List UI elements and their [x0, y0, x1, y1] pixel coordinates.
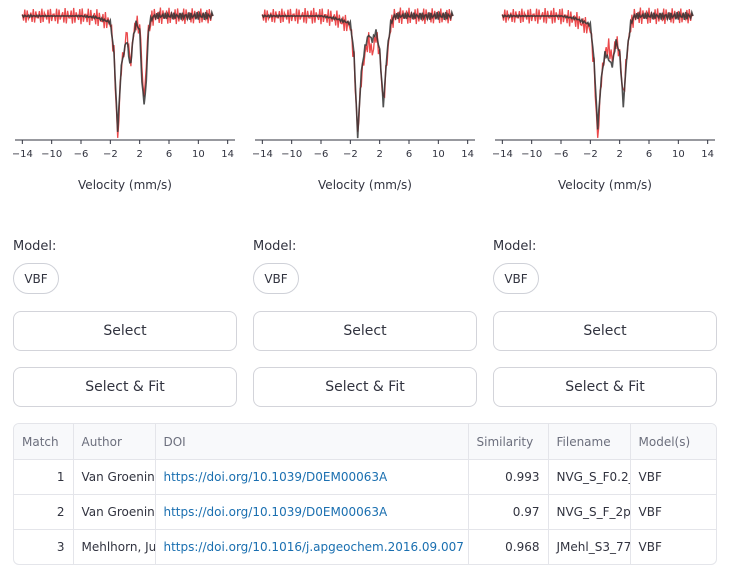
- series-line-black: [261, 9, 454, 139]
- model-pill-vbf[interactable]: VBF: [253, 263, 299, 294]
- model-label: Model:: [253, 239, 297, 254]
- x-tick-label: 10: [192, 149, 205, 160]
- cell-author: Van Groening: [73, 459, 156, 495]
- x-tick-label: −6: [314, 149, 329, 160]
- x-tick-label: 10: [432, 149, 445, 160]
- x-tick-label: −14: [253, 149, 273, 160]
- column-header-models[interactable]: Model(s): [630, 424, 716, 460]
- column-header-similarity[interactable]: Similarity: [468, 424, 549, 460]
- x-tick-label: 2: [616, 149, 622, 160]
- cell-doi: https://doi.org/10.1039/D0EM00063A: [155, 494, 469, 530]
- chart-svg: −14 −10 −6 −2 2 6 10 14 Velocity (mm/s): [253, 7, 475, 192]
- model-pill-vbf[interactable]: VBF: [13, 263, 59, 294]
- cell-models: VBF: [638, 540, 662, 554]
- select-and-fit-button[interactable]: Select & Fit: [493, 367, 717, 407]
- select-and-fit-button[interactable]: Select & Fit: [253, 367, 477, 407]
- x-tick-label: 2: [376, 149, 382, 160]
- doi-link[interactable]: https://doi.org/10.1039/D0EM00063A: [163, 505, 388, 519]
- series-line-black: [501, 9, 694, 130]
- model-label: Model:: [13, 239, 57, 254]
- cell-author: Mehlhorn, Ju: [73, 529, 156, 564]
- table-row[interactable]: 3 Mehlhorn, Ju https://doi.org/10.1016/j…: [14, 529, 716, 564]
- x-axis-label: Velocity (mm/s): [318, 178, 412, 192]
- x-tick-label: 6: [166, 149, 172, 160]
- x-tick-label: 10: [672, 149, 685, 160]
- cell-match: 1: [14, 459, 74, 495]
- x-tick-label: 6: [406, 149, 412, 160]
- results-grid: Match Author DOI Similarity Filename Mod…: [14, 424, 716, 564]
- column-header-doi[interactable]: DOI: [155, 424, 469, 460]
- results-table[interactable]: Match Author DOI Similarity Filename Mod…: [13, 423, 717, 565]
- x-axis-label: Velocity (mm/s): [558, 178, 652, 192]
- select-button[interactable]: Select: [493, 311, 717, 351]
- series-line-black: [21, 9, 214, 132]
- x-tick-label: −6: [74, 149, 89, 160]
- chart-svg: −14 −10 −6 −2 2 6 10 14 Velocity (mm/s): [13, 7, 235, 192]
- doi-link[interactable]: https://doi.org/10.1016/j.apgeochem.2016…: [163, 540, 464, 554]
- model-pill-vbf[interactable]: VBF: [493, 263, 539, 294]
- mossbauer-chart-2: −14 −10 −6 −2 2 6 10 14 Velocity (mm/s): [253, 0, 477, 200]
- cell-doi: https://doi.org/10.1016/j.apgeochem.2016…: [155, 529, 469, 564]
- cell-models: VBF: [630, 459, 716, 495]
- select-button[interactable]: Select: [253, 311, 477, 351]
- x-tick-label: −14: [13, 149, 33, 160]
- x-tick-label: −14: [493, 149, 513, 160]
- x-tick-label: 14: [221, 149, 234, 160]
- select-and-fit-button[interactable]: Select & Fit: [13, 367, 237, 407]
- model-label: Model:: [493, 239, 537, 254]
- chart-svg: −14 −10 −6 −2 2 6 10 14 Velocity (mm/s): [493, 7, 715, 192]
- x-tick-label: 2: [136, 149, 142, 160]
- cell-models: VBF: [630, 494, 716, 530]
- series-line-red: [261, 7, 454, 132]
- x-tick-label: 6: [646, 149, 652, 160]
- column-header-filename[interactable]: Filename: [548, 424, 631, 460]
- select-button[interactable]: Select: [13, 311, 237, 351]
- x-tick-label: −6: [554, 149, 569, 160]
- x-tick-label: 14: [701, 149, 714, 160]
- table-header-row: Match Author DOI Similarity Filename Mod…: [14, 424, 716, 460]
- cell-filename: JMehl_S3_77: [548, 529, 631, 564]
- cell-author: Van Groening: [73, 494, 156, 530]
- mossbauer-chart-3: −14 −10 −6 −2 2 6 10 14 Velocity (mm/s): [493, 0, 717, 200]
- column-header-author[interactable]: Author: [73, 424, 156, 460]
- cell-match: 2: [14, 494, 74, 530]
- x-tick-label: −10: [41, 149, 62, 160]
- column-header-match[interactable]: Match: [14, 424, 74, 460]
- x-axis-label: Velocity (mm/s): [78, 178, 172, 192]
- cell-similarity: 0.993: [468, 459, 549, 495]
- mossbauer-chart-1: −14 −10 −6 −2 2 6 10 14 Velocity (mm/s): [13, 0, 237, 200]
- cell-similarity: 0.97: [468, 494, 549, 530]
- x-tick-label: −2: [103, 149, 118, 160]
- cell-filename: NVG_S_F_2p: [548, 494, 631, 530]
- cell-filename: NVG_S_F0.2_: [548, 459, 631, 495]
- x-tick-label: −2: [343, 149, 358, 160]
- table-row[interactable]: 1 Van Groening https://doi.org/10.1039/D…: [14, 459, 716, 495]
- cell-match: 3: [14, 529, 74, 564]
- x-tick-label: −10: [281, 149, 302, 160]
- cell-similarity: 0.968: [468, 529, 549, 564]
- series-line-red: [501, 7, 694, 138]
- x-tick-label: 14: [461, 149, 474, 160]
- doi-link[interactable]: https://doi.org/10.1039/D0EM00063A: [163, 470, 388, 484]
- x-tick-label: −10: [521, 149, 542, 160]
- table-row[interactable]: 2 Van Groening https://doi.org/10.1039/D…: [14, 494, 716, 530]
- cell-doi: https://doi.org/10.1039/D0EM00063A: [155, 459, 469, 495]
- x-tick-label: −2: [583, 149, 598, 160]
